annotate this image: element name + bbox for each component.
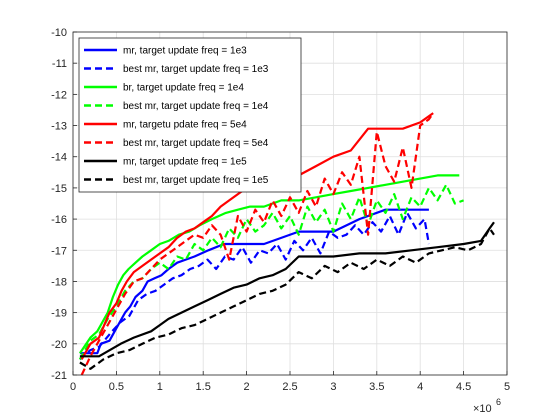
y-tick-label: -16 [51,214,67,226]
x-exponent-power: 6 [496,397,501,407]
x-tick-label: 1 [157,381,163,393]
x-tick-label: 2.5 [282,381,297,393]
y-tick-label: -19 [51,308,67,320]
y-tick-label: -17 [51,245,67,257]
series-line-5 [80,112,434,360]
legend-label-8: best mr, target update freq = 1e5 [123,175,269,186]
x-axis-ticks: 0 0.5 1 1.5 2 2.5 3 3.5 4 4.5 5 [70,371,510,393]
y-tick-label: -13 [51,121,67,133]
y-tick-label: -11 [52,58,67,70]
legend-label-2: best mr, target update freq = 1e3 [123,64,269,75]
legend-label-7: mr, target update freq = 1e5 [123,157,247,168]
y-tick-label: -12 [51,89,67,101]
x-tick-label: 3 [330,381,336,393]
y-tick-label: -10 [51,27,67,39]
x-exponent-base: ×10 [473,403,492,415]
x-tick-label: 3.5 [369,381,384,393]
legend-label-1: mr, target update freq = 1e3 [123,46,247,57]
x-tick-label: 0.5 [109,381,124,393]
x-tick-label: 1.5 [196,381,211,393]
x-tick-label: 5 [504,381,510,393]
legend-box [78,37,302,193]
legend-label-4: best mr, target update freq = 1e4 [123,101,269,112]
legend-label-5: mr, targetu pdate freq = 5e4 [123,120,247,131]
series-line-8 [79,227,495,370]
x-tick-label: 0 [70,381,76,393]
legend: mr, target update freq = 1e3 best mr, tar… [78,37,302,193]
series-line-7 [79,221,495,358]
y-tick-label: -14 [51,152,67,164]
series-line-1 [79,208,429,355]
x-tick-label: 2 [244,381,250,393]
y-axis-ticks: -10 -11 -12 -13 -14 -15 -16 -17 -18 -19 -20 -21 [51,27,77,382]
series-line-6 [80,112,435,376]
legend-label-6: best mr, target update freq = 5e4 [123,138,269,149]
legend-label-3: br, target update freq = 1e4 [123,83,244,94]
x-tick-label: 4 [417,381,423,393]
series-lines [78,112,495,376]
y-tick-label: -18 [51,276,67,288]
y-tick-label: -15 [51,183,67,195]
series-line-2 [79,211,430,361]
x-tick-label: 4.5 [456,381,471,393]
y-tick-label: -21 [51,370,67,382]
y-tick-label: -20 [51,339,67,351]
